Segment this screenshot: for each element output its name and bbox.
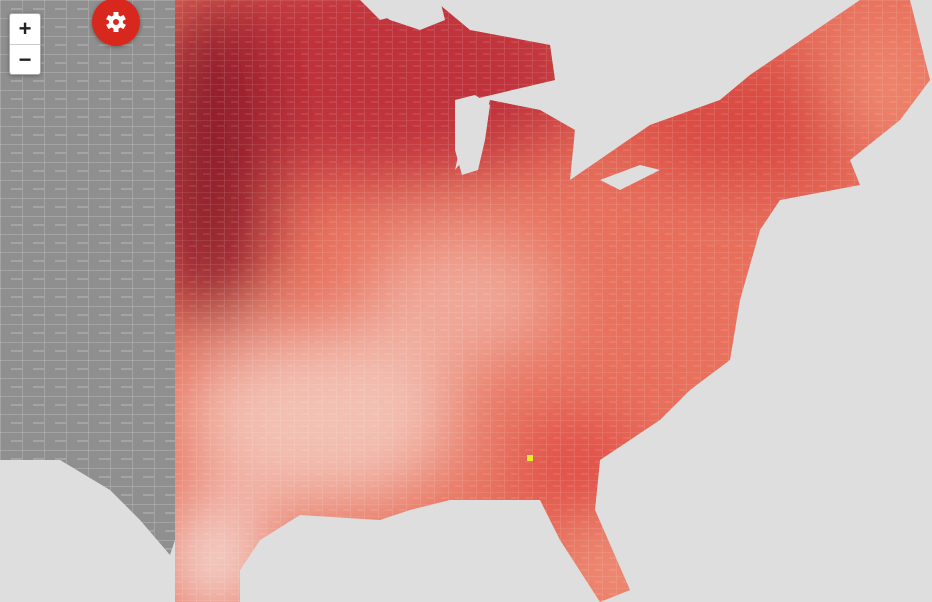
heat-layer bbox=[175, 0, 930, 602]
gear-icon bbox=[106, 12, 126, 32]
zoom-control: + − bbox=[9, 13, 41, 75]
lake-superior bbox=[360, 0, 445, 30]
zoom-out-button[interactable]: − bbox=[10, 44, 40, 74]
settings-button[interactable] bbox=[92, 0, 140, 46]
zoom-in-button[interactable]: + bbox=[18, 16, 32, 41]
lake-michigan bbox=[455, 95, 490, 175]
county-lines bbox=[175, 0, 930, 602]
lake-erie bbox=[600, 165, 660, 190]
highlight-county bbox=[527, 455, 533, 461]
western-counties bbox=[0, 0, 180, 555]
